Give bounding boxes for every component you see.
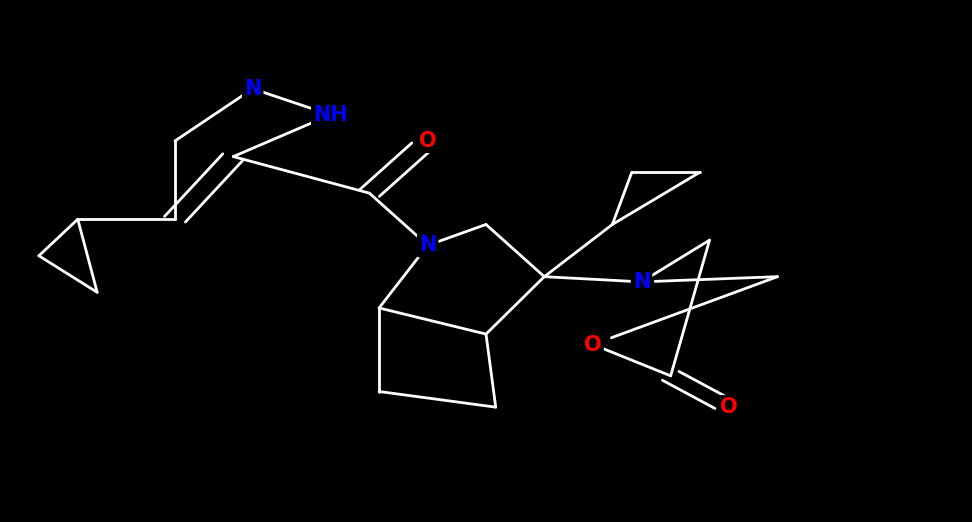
Text: O: O <box>419 131 436 151</box>
Text: O: O <box>584 335 602 354</box>
Text: NH: NH <box>313 105 348 125</box>
Text: N: N <box>419 235 436 255</box>
Text: O: O <box>720 397 738 417</box>
Text: N: N <box>244 79 261 99</box>
Text: N: N <box>633 272 650 292</box>
